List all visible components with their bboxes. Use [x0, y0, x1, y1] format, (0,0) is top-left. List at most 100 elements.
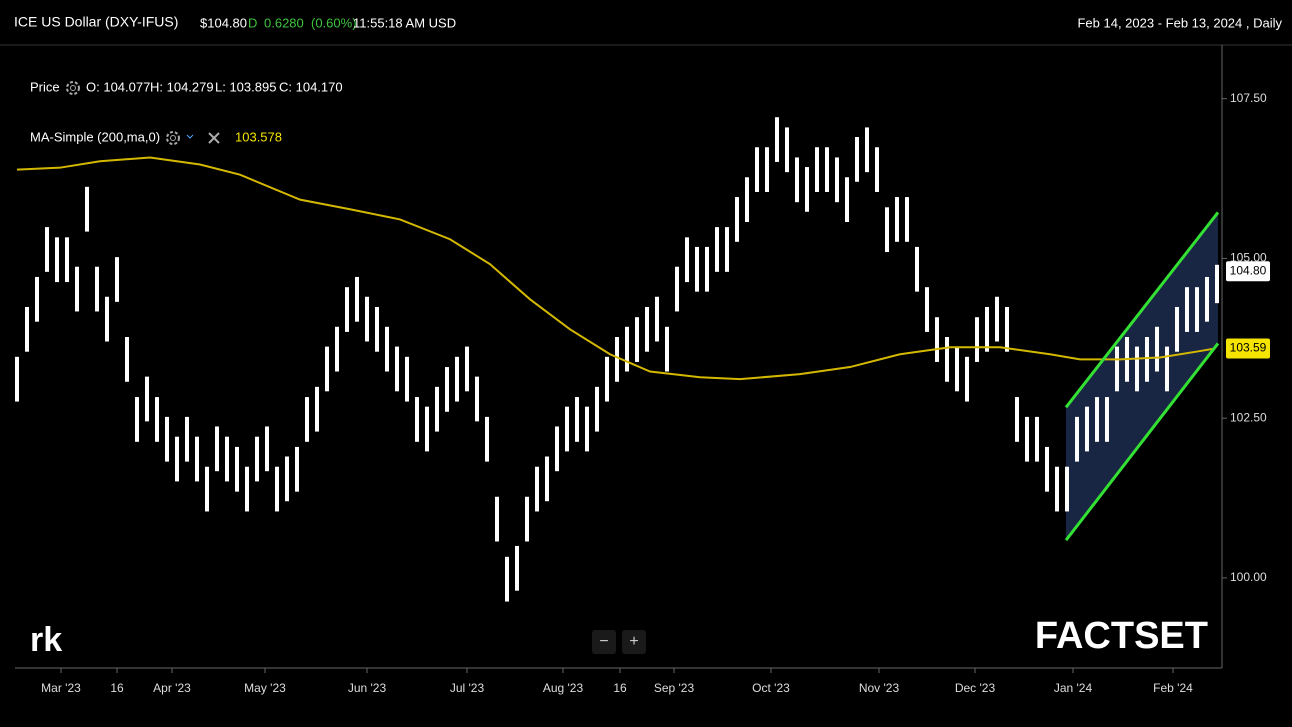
price-bar [645, 306, 649, 352]
price-bar [1065, 466, 1069, 512]
price-bar [345, 287, 349, 332]
price-bar [15, 356, 19, 402]
x-tick-label: Oct '23 [752, 681, 790, 695]
price-bar [105, 296, 109, 342]
price-bar [995, 296, 999, 342]
x-tick-label: Apr '23 [153, 681, 191, 695]
header-time: 11:55:18 AM USD [353, 15, 456, 30]
price-bar [65, 237, 69, 283]
price-bar [165, 416, 169, 462]
price-bar [885, 207, 889, 253]
price-bar [275, 466, 279, 512]
dropdown-icon[interactable] [186, 134, 194, 139]
price-bar [655, 296, 659, 342]
channel-lower [1064, 342, 1220, 542]
price-bar [185, 416, 189, 462]
price-bar [955, 346, 959, 392]
price-bar [685, 237, 689, 283]
price-bar [255, 436, 259, 482]
price-bar [665, 326, 669, 372]
price-bar [825, 147, 829, 192]
price-bar [1185, 287, 1189, 332]
price-bar [625, 326, 629, 372]
price-bar [965, 356, 969, 402]
price-bar [1195, 287, 1199, 332]
price-bar [985, 306, 989, 352]
price-bar [375, 306, 379, 352]
price-bar [295, 446, 299, 492]
x-tick-label: 16 [110, 681, 124, 695]
price-bar [35, 276, 39, 322]
price-bar [215, 426, 219, 472]
price-bar [1165, 346, 1169, 392]
zoom-out[interactable] [592, 630, 616, 654]
price-bar [635, 317, 639, 362]
price-bar [115, 257, 119, 302]
price-tag-label: 104.80 [1230, 263, 1267, 277]
price-bar [845, 177, 849, 222]
price-bar [335, 326, 339, 372]
price-bar [315, 386, 319, 432]
price-bar [465, 346, 469, 392]
price-bar [95, 266, 99, 312]
zoom-in[interactable] [622, 630, 646, 654]
price-bar [405, 356, 409, 402]
price-bar [585, 406, 589, 452]
price-bar [715, 227, 719, 272]
price-bar [675, 266, 679, 312]
price-bar [195, 436, 199, 482]
price-bar [975, 317, 979, 362]
logo-right: FACTSET [1035, 615, 1208, 657]
price-bar [1025, 416, 1029, 462]
header-change-pct: (0.60%) [311, 15, 357, 30]
price-tag [1226, 261, 1270, 282]
gear-icon[interactable] [66, 81, 80, 95]
price-bar [495, 496, 499, 542]
price-bar [455, 356, 459, 402]
price-bar [555, 426, 559, 472]
y-tick-label: 102.50 [1230, 410, 1267, 424]
price-bar [285, 456, 289, 502]
x-tick-label: Dec '23 [955, 681, 996, 695]
x-tick-label: Nov '23 [859, 681, 900, 695]
price-bar [365, 296, 369, 342]
price-bar [445, 367, 449, 412]
price-bar [45, 227, 49, 272]
price-bar [265, 426, 269, 472]
price-bar [1105, 397, 1109, 442]
close-icon[interactable] [208, 132, 220, 144]
x-tick-label: 16 [613, 681, 627, 695]
price-tag [1226, 338, 1270, 359]
legend-close: C: 104.170 [279, 79, 343, 94]
price-bar [805, 167, 809, 212]
header-change: 0.6280 [264, 15, 304, 30]
x-tick-label: Jun '23 [348, 681, 387, 695]
price-bar [895, 197, 899, 242]
price-bar [475, 376, 479, 422]
price-bar [795, 157, 799, 203]
price-bar [765, 147, 769, 192]
price-bar [615, 337, 619, 382]
price-bar [945, 337, 949, 382]
price-bar [925, 287, 929, 332]
price-bar [135, 397, 139, 442]
x-tick-label: Sep '23 [654, 681, 695, 695]
header-range: Feb 14, 2023 - Feb 13, 2024 , Daily [1077, 15, 1282, 30]
gear-icon[interactable] [166, 131, 180, 145]
price-bar [735, 197, 739, 242]
price-bar [525, 496, 529, 542]
price-bar [85, 186, 89, 232]
price-bar [905, 197, 909, 242]
price-bar [875, 147, 879, 192]
legend-high: H: 104.279 [150, 79, 214, 94]
price-bar [55, 237, 59, 283]
x-tick-label: Feb '24 [1153, 681, 1193, 695]
price-bar [505, 556, 509, 602]
price-bar [1095, 397, 1099, 442]
price-bar [575, 397, 579, 442]
price-bar [485, 416, 489, 462]
price-bar [1075, 416, 1079, 462]
price-bar [935, 317, 939, 362]
